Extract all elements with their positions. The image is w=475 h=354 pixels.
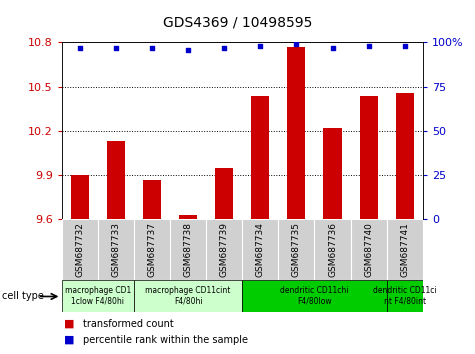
FancyBboxPatch shape [206,219,242,280]
Text: dendritic CD11chi
F4/80low: dendritic CD11chi F4/80low [280,286,349,305]
Point [76,45,84,51]
Text: GSM687735: GSM687735 [292,222,301,278]
FancyBboxPatch shape [134,280,242,312]
Text: GSM687737: GSM687737 [148,222,156,278]
Point [401,43,408,49]
Text: ■: ■ [64,335,75,345]
Text: GSM687732: GSM687732 [76,222,84,278]
Point [293,41,300,47]
Text: macrophage CD11cint
F4/80hi: macrophage CD11cint F4/80hi [145,286,231,305]
Text: GSM687736: GSM687736 [328,222,337,278]
Point [256,43,264,49]
FancyBboxPatch shape [134,219,170,280]
Text: GSM687740: GSM687740 [364,222,373,278]
FancyBboxPatch shape [314,219,351,280]
FancyBboxPatch shape [351,219,387,280]
Bar [323,128,342,219]
FancyBboxPatch shape [98,219,134,280]
FancyBboxPatch shape [62,280,134,312]
FancyBboxPatch shape [278,219,314,280]
Bar [179,215,197,219]
Bar [287,47,305,219]
Text: dendritic CD11ci
nt F4/80int: dendritic CD11ci nt F4/80int [373,286,437,305]
Point [329,45,336,51]
Bar [360,96,378,219]
Text: GDS4369 / 10498595: GDS4369 / 10498595 [163,16,312,30]
Text: GSM687734: GSM687734 [256,222,265,278]
Bar [215,168,233,219]
Text: transformed count: transformed count [83,319,174,329]
Text: GSM687739: GSM687739 [220,222,228,278]
Point [365,43,372,49]
Point [112,45,120,51]
Text: macrophage CD1
1clow F4/80hi: macrophage CD1 1clow F4/80hi [65,286,131,305]
Bar [107,141,125,219]
FancyBboxPatch shape [170,219,206,280]
Text: ■: ■ [64,319,75,329]
Bar [71,175,89,219]
Text: percentile rank within the sample: percentile rank within the sample [83,335,248,345]
Bar [143,179,161,219]
Text: GSM687738: GSM687738 [184,222,192,278]
Text: cell type: cell type [2,291,44,301]
FancyBboxPatch shape [62,219,98,280]
Bar [396,93,414,219]
Text: GSM687741: GSM687741 [400,222,409,278]
Point [220,45,228,51]
FancyBboxPatch shape [387,280,423,312]
Bar [251,96,269,219]
Point [184,47,192,52]
FancyBboxPatch shape [387,219,423,280]
FancyBboxPatch shape [242,219,278,280]
Point [148,45,156,51]
FancyBboxPatch shape [242,280,387,312]
Text: GSM687733: GSM687733 [112,222,120,278]
